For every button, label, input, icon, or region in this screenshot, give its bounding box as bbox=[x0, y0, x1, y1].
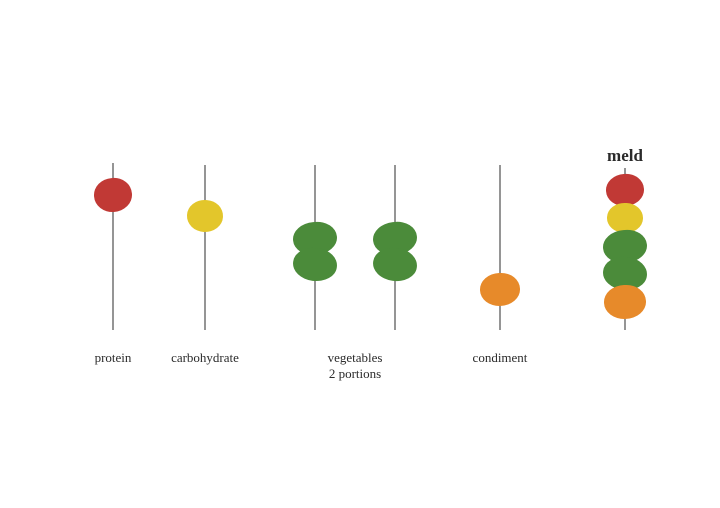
blob-meld-0 bbox=[605, 173, 645, 207]
skewer-meld: meld bbox=[0, 0, 720, 508]
infographic-stage: proteincarbohydratevegetables 2 portions… bbox=[0, 0, 720, 508]
top-label-meld: meld bbox=[585, 145, 665, 166]
blob-meld-4 bbox=[603, 284, 646, 319]
